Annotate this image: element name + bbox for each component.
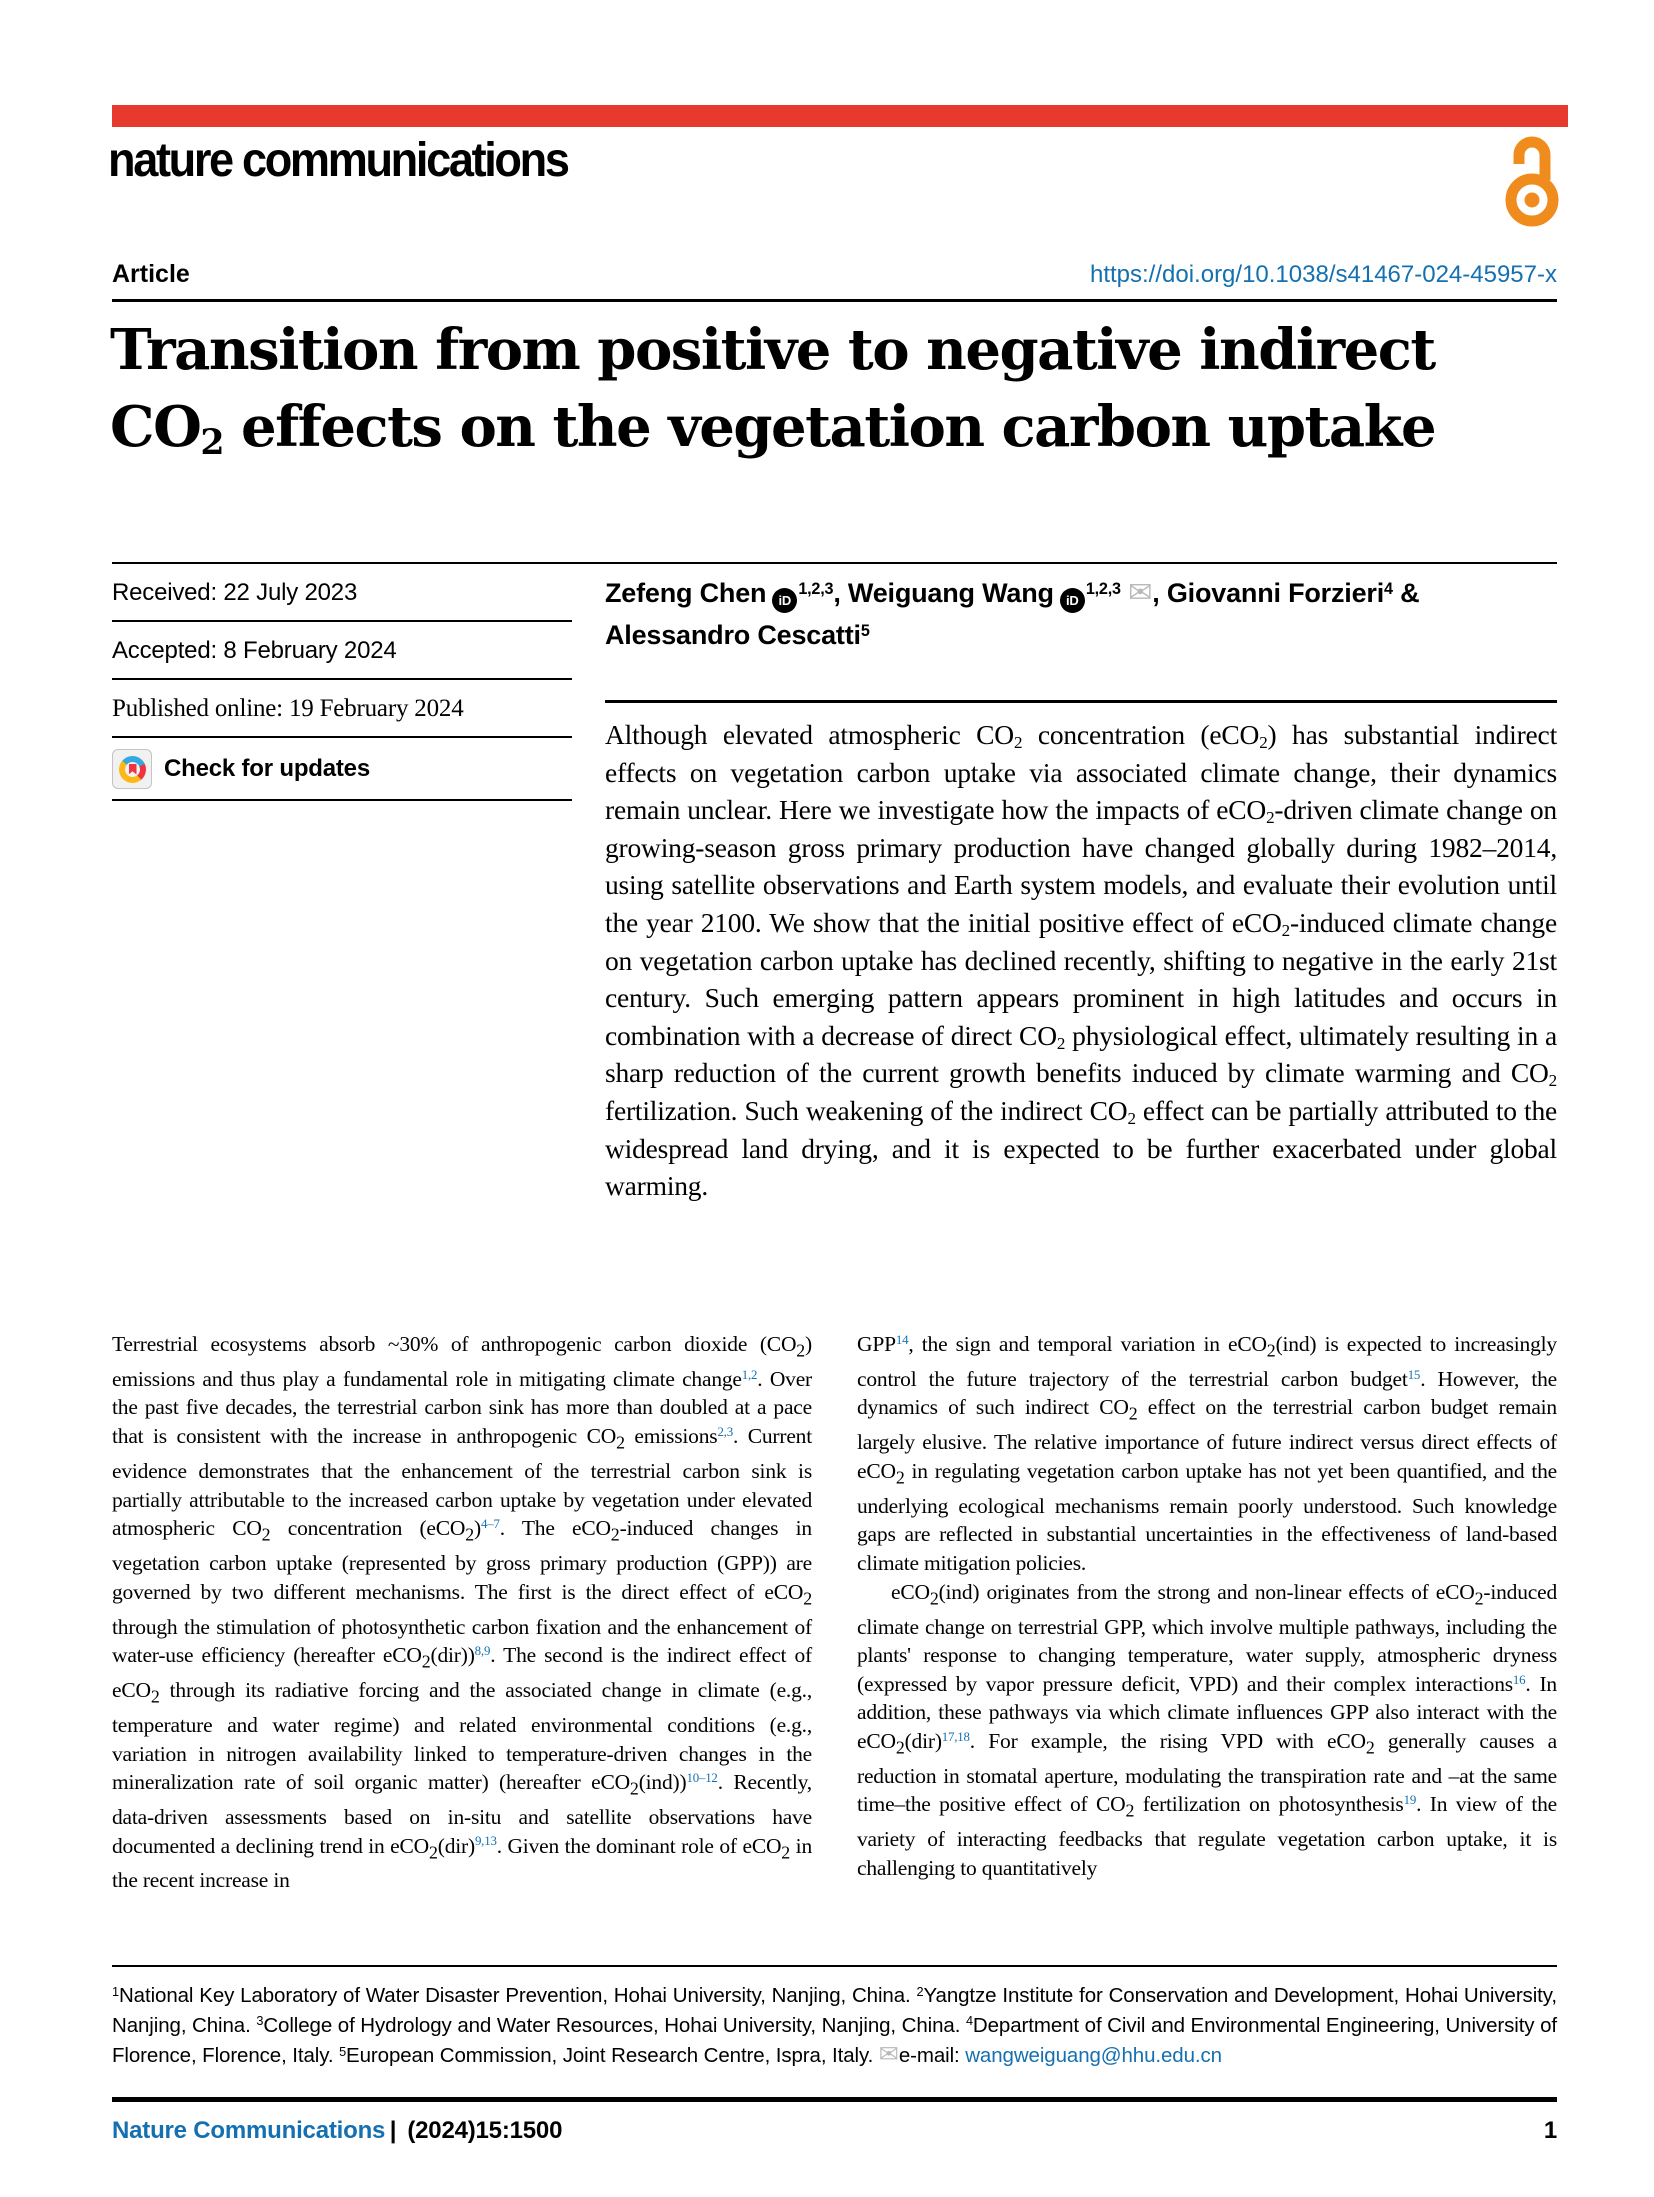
orcid-icon[interactable]: iD: [772, 588, 798, 613]
article-kicker: Article: [112, 260, 190, 288]
body-columns: Terrestrial ecosystems absorb ~30% of an…: [112, 1330, 1557, 1895]
footnote-divider: [112, 1965, 1557, 1967]
abstract-text: Although elevated atmospheric CO2 concen…: [605, 719, 1558, 1202]
footer-citation: Nature Communications | (2024)15:1500: [112, 2117, 562, 2145]
page-number: 1: [1543, 2117, 1557, 2144]
abstract-divider: [605, 700, 1557, 703]
open-access-icon: [1502, 128, 1562, 248]
accepted-date: Accepted: 8 February 2024: [112, 622, 572, 680]
footer-bar: [112, 2097, 1557, 2102]
email-icon: ✉: [878, 2041, 899, 2068]
body-column-left: Terrestrial ecosystems absorb ~30% of an…: [112, 1330, 812, 1895]
page-footer: Nature Communications | (2024)15:1500 1: [112, 2117, 1557, 2145]
body-column-right: GPP14, the sign and temporal variation i…: [857, 1330, 1557, 1895]
check-for-updates-button[interactable]: Check for updates: [112, 738, 572, 801]
affiliations-footnote: 1National Key Laboratory of Water Disast…: [112, 1983, 1557, 2068]
title-divider: [112, 299, 1557, 302]
published-date: Published online: 19 February 2024: [112, 680, 572, 738]
check-for-updates-label: Check for updates: [164, 755, 370, 782]
email-link[interactable]: wangweiguang@hhu.edu.cn: [965, 2044, 1222, 2067]
page-title: Transition from positive to negative ind…: [110, 317, 1437, 463]
received-date: Received: 22 July 2023: [112, 564, 572, 622]
author-list: Zefeng Chen iD1,2,3, Weiguang Wang iD1,2,3…: [605, 577, 1420, 650]
article-meta: Received: 22 July 2023 Accepted: 8 Febru…: [112, 564, 572, 801]
crossmark-icon: [112, 749, 152, 789]
doi-link[interactable]: https://doi.org/10.1038/s41467-024-45957…: [1089, 261, 1557, 288]
footer-journal-link[interactable]: Nature Communications: [112, 2117, 386, 2144]
orcid-icon[interactable]: iD: [1059, 588, 1085, 613]
body-paragraph: eCO2(ind) originates from the strong and…: [857, 1579, 1557, 1880]
body-paragraph: Terrestrial ecosystems absorb ~30% of an…: [112, 1332, 812, 1893]
brand-color-bar: [112, 105, 1568, 127]
footer-citation-text: | (2024)15:1500: [385, 2117, 563, 2144]
header-divider: [112, 562, 1557, 564]
body-paragraph: GPP14, the sign and temporal variation i…: [857, 1332, 1558, 1576]
journal-logo: nature communications: [108, 134, 570, 187]
email-icon[interactable]: ✉: [1128, 577, 1153, 609]
